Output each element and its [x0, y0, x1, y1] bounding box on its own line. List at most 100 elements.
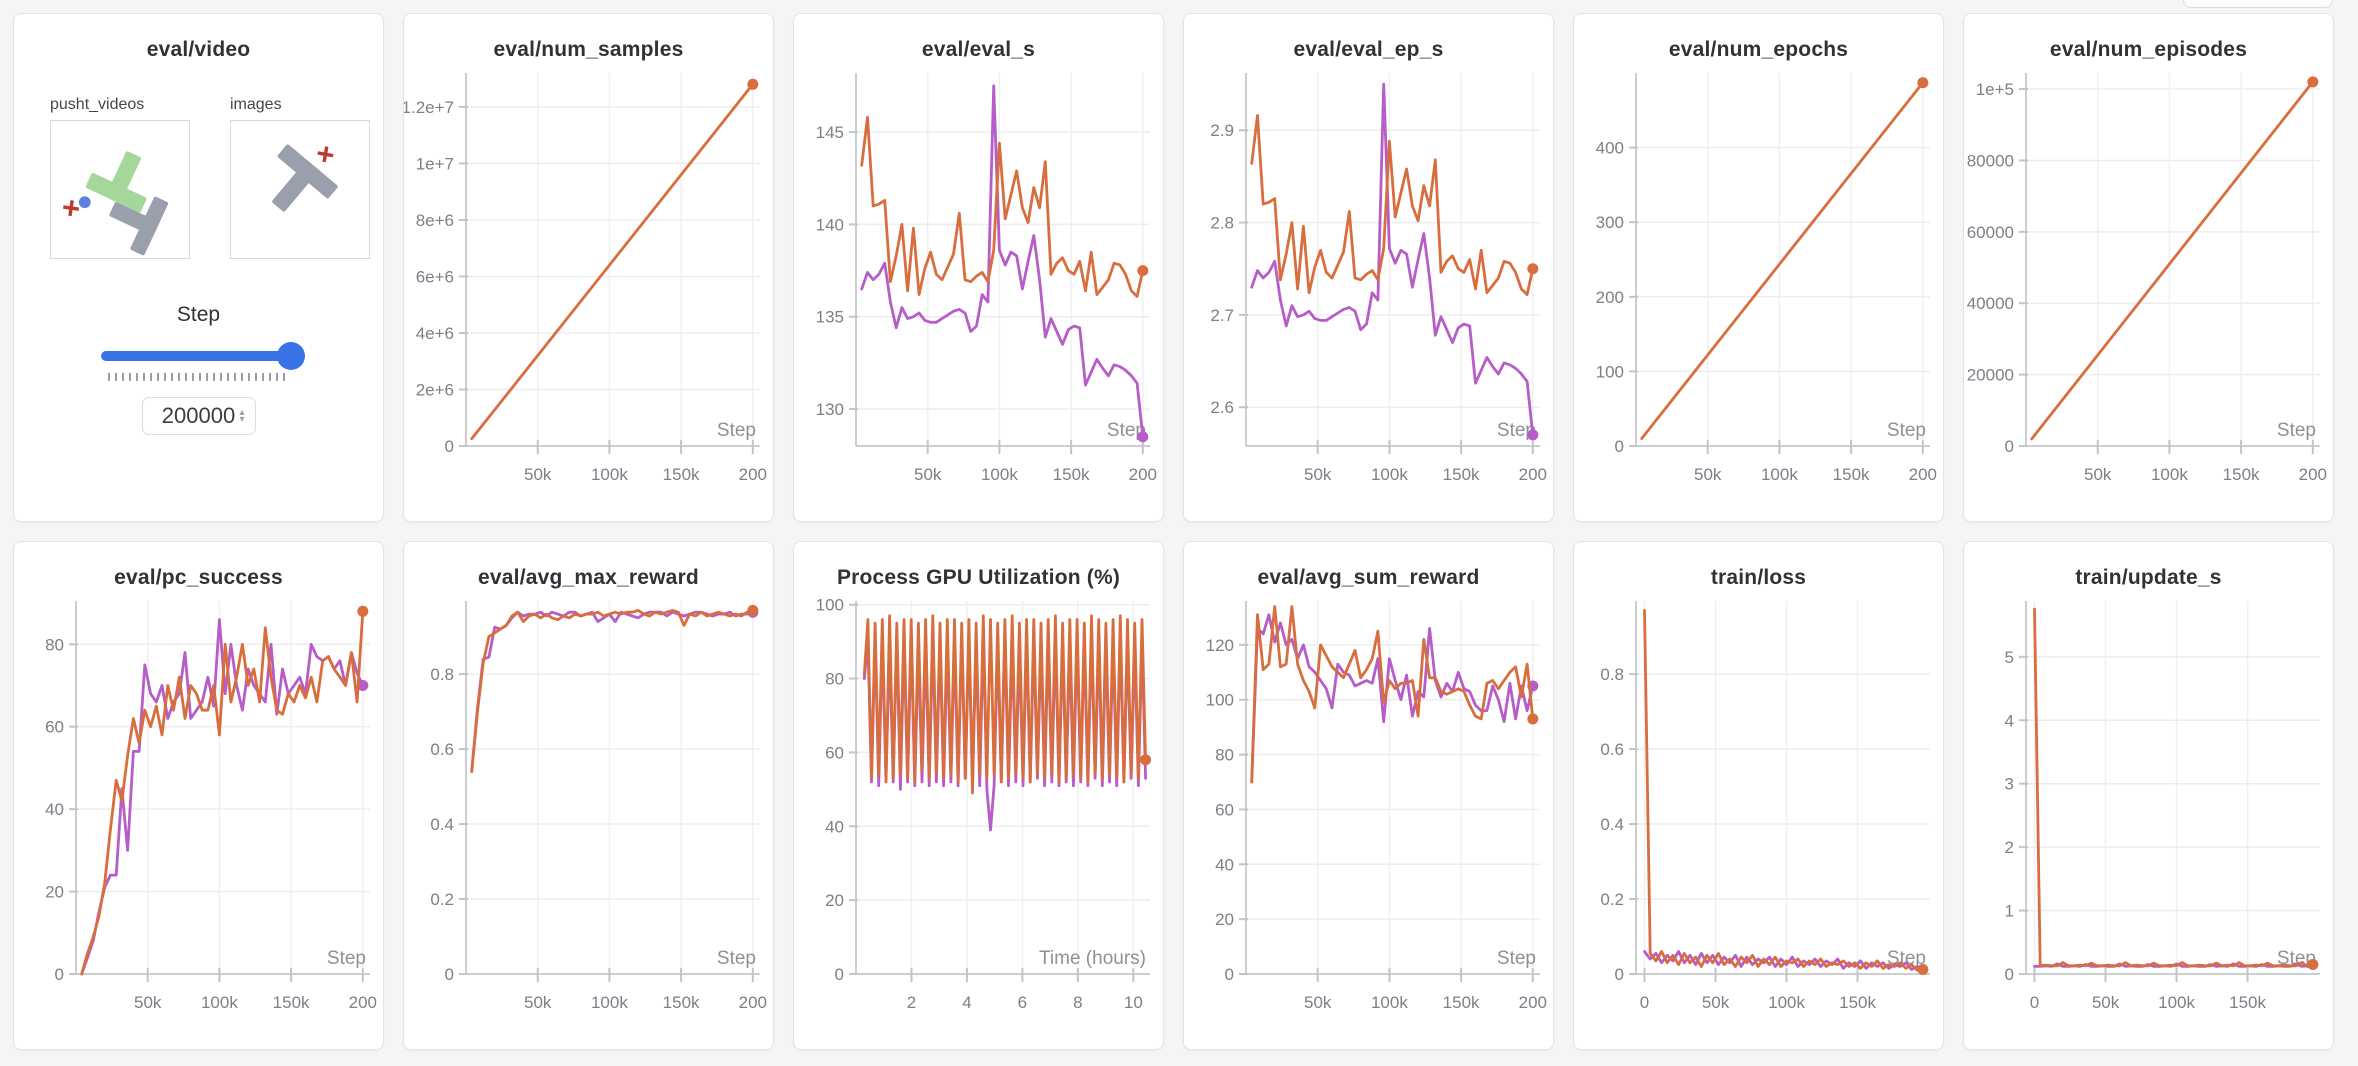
- svg-text:2.8: 2.8: [1210, 214, 1234, 233]
- line-chart[interactable]: 0 100 200 300 400 50k 100k 150k 200 Step: [1574, 66, 1943, 494]
- svg-text:Step: Step: [1497, 948, 1536, 969]
- svg-text:4: 4: [2005, 711, 2014, 730]
- line-chart[interactable]: 0 0.2 0.4 0.6 0.8 0 50k 100k 150k Step: [1574, 594, 1943, 1022]
- svg-text:5: 5: [2005, 648, 2014, 667]
- step-slider-label: Step: [176, 303, 221, 326]
- svg-text:60000: 60000: [1967, 223, 2014, 242]
- pusht-video-thumbnail[interactable]: [50, 120, 190, 259]
- svg-text:10: 10: [1124, 993, 1143, 1012]
- slider-thumb[interactable]: [276, 342, 305, 370]
- svg-text:50k: 50k: [2092, 993, 2120, 1012]
- line-chart[interactable]: 0 20 40 60 80 100 120 50k 100k 150k 200 Step: [1184, 594, 1553, 1022]
- svg-text:50k: 50k: [1304, 993, 1332, 1012]
- svg-text:40: 40: [45, 800, 64, 819]
- svg-text:150k: 150k: [1839, 993, 1876, 1012]
- svg-text:100k: 100k: [591, 993, 628, 1012]
- svg-text:Step: Step: [1887, 420, 1926, 441]
- svg-text:2: 2: [2005, 838, 2014, 857]
- svg-text:100k: 100k: [1371, 993, 1408, 1012]
- svg-text:Step: Step: [1107, 420, 1146, 441]
- svg-text:200: 200: [739, 993, 767, 1012]
- panel-title: eval/num_episodes: [2049, 38, 2248, 61]
- panel-eval-num-samples: eval/num_samples 0 2e+6 4e+6 6e+6 8e+6 1e+7 1.…: [403, 13, 774, 522]
- svg-text:1e+5: 1e+5: [1976, 80, 2014, 99]
- slider-track[interactable]: [100, 351, 297, 361]
- step-input-box[interactable]: ▴▾: [141, 397, 256, 435]
- svg-text:0: 0: [1615, 965, 1624, 984]
- panel-title: train/update_s: [2075, 566, 2222, 589]
- svg-text:100k: 100k: [1761, 465, 1798, 484]
- svg-text:Step: Step: [717, 948, 756, 969]
- agent-dot: [78, 196, 91, 209]
- svg-text:150k: 150k: [1443, 993, 1480, 1012]
- panel-title: eval/avg_sum_reward: [1257, 566, 1480, 589]
- line-chart[interactable]: 0 20 40 60 80 100 2 4 6 8 10 Time (hours): [794, 594, 1163, 1022]
- svg-text:0.6: 0.6: [1600, 740, 1624, 759]
- svg-text:0: 0: [2005, 437, 2014, 456]
- svg-text:80: 80: [825, 670, 844, 689]
- panel-eval-avg-max-reward: eval/avg_max_reward 0 0.2 0.4 0.6 0.8 50k 100k…: [403, 541, 774, 1050]
- svg-text:4e+6: 4e+6: [416, 324, 454, 343]
- svg-text:150k: 150k: [2229, 993, 2266, 1012]
- step-input[interactable]: [159, 403, 238, 429]
- svg-text:140: 140: [816, 215, 844, 234]
- svg-text:60: 60: [45, 718, 64, 737]
- panel-eval-eval-s: eval/eval_s 130 135 140 145 50k 100k 150k 200 St…: [793, 13, 1164, 522]
- svg-text:50k: 50k: [1702, 993, 1730, 1012]
- svg-text:50k: 50k: [134, 993, 162, 1012]
- svg-text:40: 40: [1215, 855, 1234, 874]
- panel-title: eval/avg_max_reward: [478, 566, 699, 589]
- panel-eval-num-episodes: eval/num_episodes 0 20000 40000 60000 80000 1…: [1963, 13, 2334, 522]
- svg-text:50k: 50k: [2084, 465, 2112, 484]
- step-slider[interactable]: [100, 341, 305, 371]
- svg-text:100k: 100k: [981, 465, 1018, 484]
- svg-text:80000: 80000: [1967, 151, 2014, 170]
- svg-text:20: 20: [45, 883, 64, 902]
- svg-text:100k: 100k: [2151, 465, 2188, 484]
- svg-text:20: 20: [1215, 910, 1234, 929]
- panel-title: eval/pc_success: [114, 566, 283, 589]
- line-chart[interactable]: 0 2e+6 4e+6 6e+6 8e+6 1e+7 1.2e+7 50k 100k 150k 20…: [404, 66, 773, 494]
- svg-text:0.6: 0.6: [430, 740, 454, 759]
- svg-text:3: 3: [2005, 775, 2014, 794]
- svg-text:200: 200: [739, 465, 767, 484]
- svg-text:60: 60: [1215, 800, 1234, 819]
- line-chart[interactable]: 0 0.2 0.4 0.6 0.8 50k 100k 150k 200 Step: [404, 594, 773, 1022]
- svg-text:60: 60: [825, 743, 844, 762]
- line-chart[interactable]: 2.6 2.7 2.8 2.9 50k 100k 150k 200 Step: [1184, 66, 1553, 494]
- line-chart[interactable]: 0 20 40 60 80 50k 100k 150k 200 Step: [14, 594, 383, 1022]
- svg-text:400: 400: [1596, 139, 1624, 158]
- svg-text:150k: 150k: [1833, 465, 1870, 484]
- svg-text:0.8: 0.8: [430, 665, 454, 684]
- svg-text:150k: 150k: [273, 993, 310, 1012]
- svg-text:0: 0: [1615, 437, 1624, 456]
- svg-text:100k: 100k: [201, 993, 238, 1012]
- svg-text:100: 100: [1206, 691, 1234, 710]
- media-caption-pusht-videos: pusht_videos: [50, 96, 145, 113]
- svg-text:0: 0: [1225, 965, 1234, 984]
- goal-cross: [63, 200, 80, 217]
- svg-text:50k: 50k: [1304, 465, 1332, 484]
- svg-text:200: 200: [1596, 288, 1624, 307]
- svg-text:0.4: 0.4: [1600, 815, 1624, 834]
- line-chart[interactable]: 0 1 2 3 4 5 0 50k 100k 150k Step: [1964, 594, 2333, 1022]
- svg-text:2.6: 2.6: [1210, 398, 1234, 417]
- svg-text:4: 4: [962, 993, 971, 1012]
- line-chart[interactable]: 130 135 140 145 50k 100k 150k 200 Step: [794, 66, 1163, 494]
- svg-text:130: 130: [816, 400, 844, 419]
- svg-text:50k: 50k: [914, 465, 942, 484]
- svg-text:200: 200: [1909, 465, 1937, 484]
- images-thumbnail[interactable]: [230, 120, 370, 259]
- panel-title: eval/num_epochs: [1668, 38, 1849, 61]
- panel-title: Process GPU Utilization (%): [836, 566, 1121, 589]
- svg-text:150k: 150k: [2223, 465, 2260, 484]
- stepper-chevrons-icon[interactable]: ▴ ▾: [239, 407, 245, 425]
- svg-text:0: 0: [2005, 965, 2014, 984]
- panel-train-loss: train/loss 0 0.2 0.4 0.6 0.8 0 50k 100k 150k Step: [1573, 541, 1944, 1050]
- line-chart[interactable]: 0 20000 40000 60000 80000 1e+5 50k 100k 150k 200 S…: [1964, 66, 2333, 494]
- svg-text:200: 200: [2299, 465, 2327, 484]
- panel-title: eval/num_samples: [493, 38, 684, 61]
- media-caption-images: images: [230, 96, 282, 113]
- svg-text:50k: 50k: [524, 993, 552, 1012]
